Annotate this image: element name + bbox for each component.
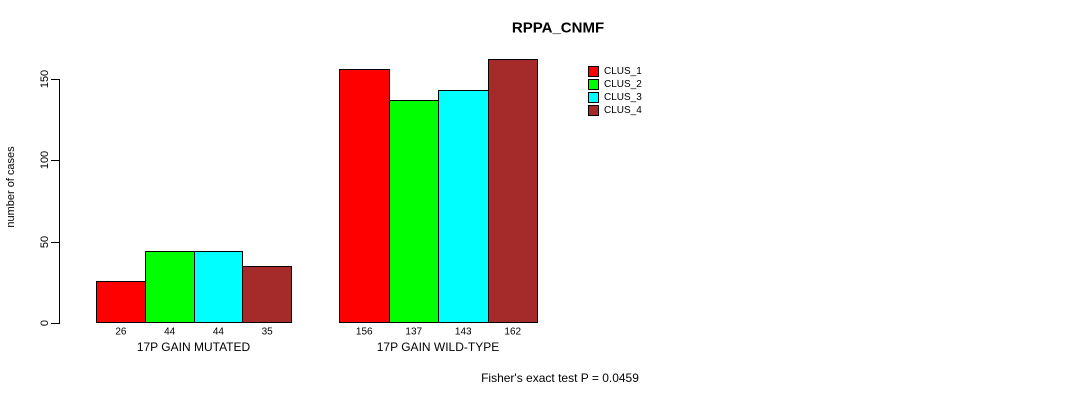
y-axis-tick-label: 0 <box>39 319 51 327</box>
bar-value-label: 26 <box>115 326 127 338</box>
bar-value-label: 35 <box>261 326 273 338</box>
legend-label: CLUS_4 <box>604 105 642 116</box>
fisher-test-annotation: Fisher's exact test P = 0.0459 <box>481 371 639 385</box>
bar-clus-2 <box>388 100 439 323</box>
legend-item: CLUS_4 <box>588 104 642 117</box>
bar-value-label: 143 <box>454 326 472 338</box>
chart-title: RPPA_CNMF <box>511 19 605 37</box>
bar-value-label: 156 <box>355 326 373 338</box>
y-axis-line <box>59 79 60 324</box>
legend-item: CLUS_1 <box>588 65 642 78</box>
y-axis-tick-label: 50 <box>39 235 51 248</box>
bar-clus-1 <box>96 280 146 323</box>
bar-clus-4 <box>242 266 292 323</box>
legend-label: CLUS_2 <box>604 79 642 90</box>
legend-swatch-clus-2-icon <box>588 79 599 90</box>
y-axis-tick-label: 100 <box>39 151 51 170</box>
bar-clus-4 <box>487 59 538 323</box>
y-axis-tick <box>51 241 59 243</box>
bar-clus-3 <box>193 251 244 323</box>
group-label: 17P GAIN MUTATED <box>136 340 251 354</box>
bar-value-label: 44 <box>212 326 224 338</box>
legend-label: CLUS_3 <box>604 92 642 103</box>
legend-label: CLUS_1 <box>604 66 642 77</box>
legend-swatch-clus-3-icon <box>588 92 599 103</box>
bar-value-label: 162 <box>504 326 522 338</box>
y-axis-tick <box>51 160 59 162</box>
bar-value-label: 44 <box>164 326 176 338</box>
bar-clus-2 <box>144 251 195 323</box>
legend-item: CLUS_2 <box>588 78 642 91</box>
bar-clus-1 <box>339 69 390 323</box>
bar-clus-3 <box>438 90 489 323</box>
legend: CLUS_1 CLUS_2 CLUS_3 CLUS_4 <box>588 65 642 117</box>
legend-swatch-clus-4-icon <box>588 105 599 116</box>
y-axis-tick-label: 150 <box>39 69 51 89</box>
y-axis-tick <box>51 79 59 80</box>
legend-item: CLUS_3 <box>588 91 642 104</box>
y-axis-tick <box>51 323 59 324</box>
group-label: 17P GAIN WILD-TYPE <box>376 340 500 354</box>
legend-swatch-clus-1-icon <box>588 66 599 77</box>
bar-value-label: 137 <box>405 326 423 338</box>
